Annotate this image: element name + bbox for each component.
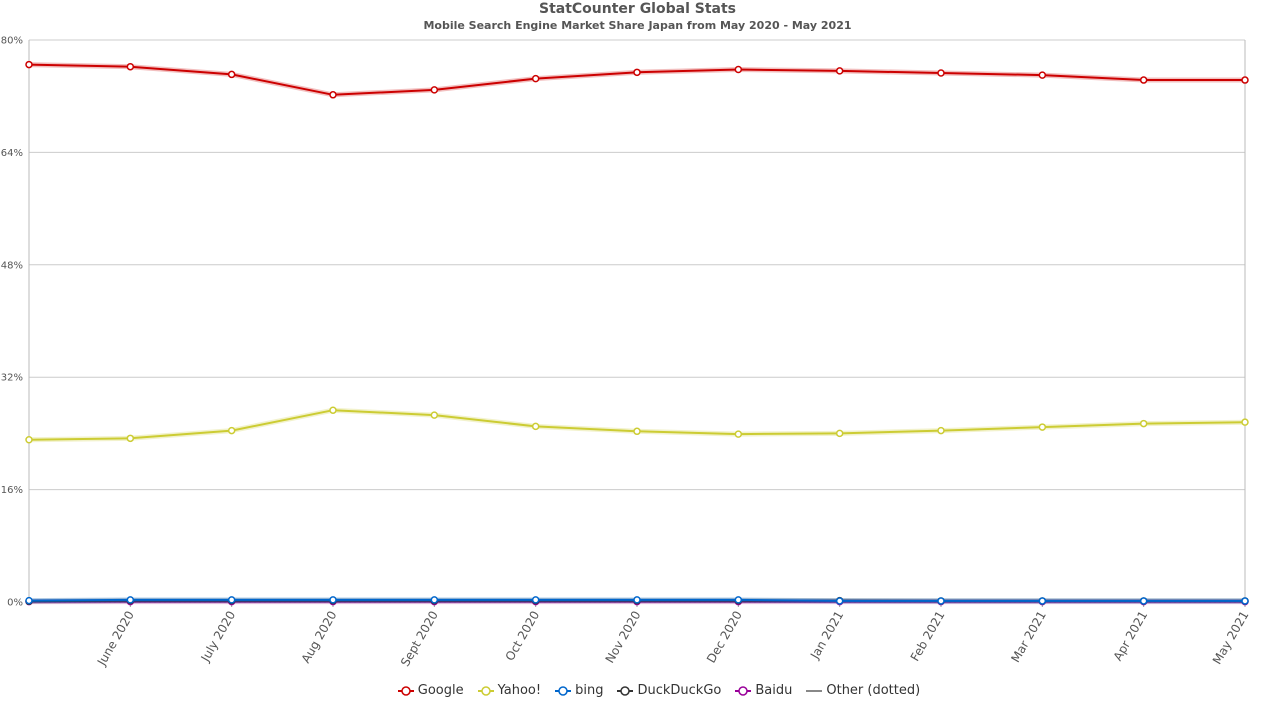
data-point-google (531, 74, 540, 83)
data-point-bing (430, 596, 439, 604)
y-tick-label: 32% (1, 373, 23, 384)
y-tick-label: 16% (1, 485, 23, 496)
data-point-yahoo (1241, 418, 1249, 426)
data-point-bing (1241, 597, 1249, 605)
x-tick-label: Dec 2020 (704, 609, 745, 666)
data-point-yahoo (430, 411, 439, 419)
legend-label: DuckDuckGo (637, 683, 722, 698)
chart-title: StatCounter Global Stats (538, 1, 736, 17)
data-point-google (1241, 76, 1249, 84)
data-point-google (835, 67, 844, 75)
legend-label: Google (417, 683, 464, 698)
data-point-yahoo (633, 427, 641, 436)
x-tick-label: May 2021 (1210, 609, 1252, 667)
legend-swatch-marker (620, 685, 631, 696)
data-point-bing (227, 596, 236, 604)
x-tick-label: Sept 2020 (398, 609, 441, 669)
legend-swatch-other-dotted (806, 689, 823, 692)
legend-item-bing[interactable]: bing (555, 683, 603, 698)
legend-swatch-google (397, 685, 414, 696)
legend-swatch-marker (558, 685, 568, 696)
data-point-google (329, 91, 337, 99)
legend-swatch-baidu (735, 685, 752, 696)
legend-label: Yahoo! (497, 683, 542, 698)
data-point-bing (25, 596, 33, 605)
data-point-bing (1139, 597, 1148, 605)
data-point-bing (329, 596, 337, 604)
data-point-yahoo (531, 422, 540, 431)
data-point-yahoo (835, 429, 844, 438)
x-tick-label: June 2020 (94, 609, 137, 669)
x-tick-label: Apr 2021 (1111, 609, 1151, 664)
data-point-bing (1038, 597, 1047, 605)
y-tick-label: 80% (1, 36, 23, 47)
legend-item-google[interactable]: Google (397, 683, 464, 698)
data-point-bing (633, 596, 641, 604)
y-tick-label: 0% (7, 598, 23, 609)
legend-swatch-yahoo (477, 685, 494, 696)
data-point-yahoo (1038, 423, 1047, 431)
legend-item-duckduckgo[interactable]: DuckDuckGo (617, 683, 721, 698)
data-point-google (937, 69, 945, 77)
legend-item-baidu[interactable]: Baidu (735, 683, 792, 698)
data-point-google (734, 65, 743, 74)
legend-label: Other (dotted) (826, 683, 921, 698)
series-line-shadow-yahoo (28, 407, 1246, 443)
data-point-bing (734, 596, 743, 604)
x-tick-label: Feb 2021 (908, 609, 948, 664)
data-point-yahoo (1139, 419, 1148, 428)
data-point-google (1139, 76, 1148, 84)
data-point-google (633, 68, 641, 77)
y-tick-label: 64% (1, 148, 23, 159)
data-point-google (1038, 71, 1047, 79)
data-point-bing (835, 597, 844, 605)
data-point-yahoo (734, 430, 743, 438)
data-point-yahoo (25, 435, 33, 444)
data-point-bing (531, 596, 540, 604)
y-tick-label: 48% (1, 260, 23, 271)
chart-legend: Google Yahoo! bing DuckDuckGo Baidu Other (do… (0, 683, 1280, 698)
x-tick-label: Oct 2020 (503, 609, 543, 664)
legend-swatch-duckduckgo (617, 685, 634, 696)
data-point-yahoo (126, 434, 135, 443)
data-point-bing (937, 597, 945, 605)
legend-swatch-marker (738, 685, 749, 696)
legend-item-yahoo[interactable]: Yahoo! (477, 683, 542, 698)
x-tick-label: Jan 2021 (807, 609, 846, 663)
x-tick-label: Aug 2020 (299, 609, 340, 666)
chart-subtitle: Mobile Search Engine Market Share Japan … (423, 19, 852, 32)
data-point-yahoo (937, 426, 945, 435)
x-tick-label: July 2020 (198, 609, 239, 665)
data-point-google (25, 60, 33, 69)
data-point-google (126, 62, 135, 71)
legend-swatch-marker (480, 685, 491, 696)
data-point-google (227, 70, 236, 79)
legend-swatch-bing (555, 685, 572, 696)
legend-label: Baidu (755, 683, 793, 698)
legend-label: bing (575, 683, 604, 698)
legend-swatch-marker (401, 685, 411, 696)
x-tick-label: Mar 2021 (1008, 609, 1049, 665)
data-point-yahoo (329, 406, 337, 414)
data-point-google (430, 86, 439, 94)
data-point-yahoo (227, 426, 236, 435)
legend-item-other-dotted[interactable]: Other (dotted) (806, 683, 920, 698)
x-tick-label: Nov 2020 (603, 609, 644, 666)
data-point-bing (126, 596, 135, 604)
